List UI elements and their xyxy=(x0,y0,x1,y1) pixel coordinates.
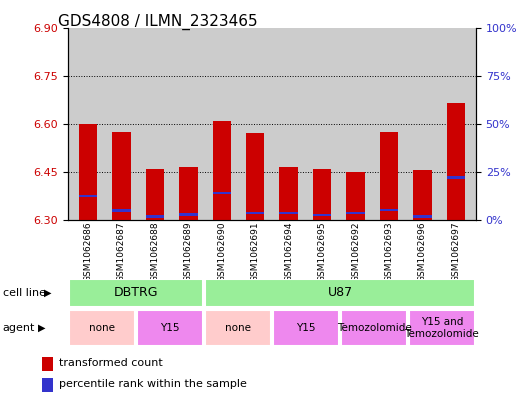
Text: none: none xyxy=(225,323,251,333)
Bar xyxy=(213,121,231,220)
Bar xyxy=(79,195,97,197)
Bar xyxy=(279,212,298,214)
Bar xyxy=(279,167,298,220)
Bar xyxy=(42,378,53,392)
Bar xyxy=(346,212,365,214)
Bar xyxy=(409,310,475,346)
Bar xyxy=(79,124,97,220)
Bar xyxy=(380,132,398,220)
Bar xyxy=(346,172,365,220)
Bar xyxy=(179,213,198,216)
Text: agent: agent xyxy=(3,323,35,333)
Text: ▶: ▶ xyxy=(38,323,45,333)
Text: GDS4808 / ILMN_2323465: GDS4808 / ILMN_2323465 xyxy=(58,14,257,30)
Bar xyxy=(137,310,203,346)
Bar xyxy=(246,134,265,220)
Text: U87: U87 xyxy=(327,286,353,299)
Text: Y15: Y15 xyxy=(296,323,316,333)
Text: none: none xyxy=(89,323,115,333)
Text: DBTRG: DBTRG xyxy=(113,286,158,299)
Text: percentile rank within the sample: percentile rank within the sample xyxy=(59,379,247,389)
Bar xyxy=(246,212,265,214)
Bar xyxy=(112,209,131,212)
Bar xyxy=(313,169,331,220)
Bar xyxy=(380,209,398,211)
Bar xyxy=(69,279,203,307)
Bar xyxy=(447,103,465,220)
Bar xyxy=(447,176,465,179)
Bar xyxy=(313,214,331,216)
Bar xyxy=(112,132,131,220)
Bar xyxy=(179,167,198,220)
Text: transformed count: transformed count xyxy=(59,358,163,368)
Bar xyxy=(413,170,431,220)
Bar xyxy=(341,310,407,346)
Text: cell line: cell line xyxy=(3,288,46,298)
Text: Y15 and
Temozolomide: Y15 and Temozolomide xyxy=(405,318,479,339)
Bar xyxy=(146,169,164,220)
Bar xyxy=(413,215,431,217)
Bar xyxy=(69,310,135,346)
Bar xyxy=(205,310,271,346)
Text: ▶: ▶ xyxy=(44,288,52,298)
Text: Y15: Y15 xyxy=(160,323,180,333)
Bar xyxy=(42,357,53,371)
Text: Temozolomide: Temozolomide xyxy=(337,323,411,333)
Bar xyxy=(213,191,231,194)
Bar xyxy=(205,279,475,307)
Bar xyxy=(146,215,164,217)
Bar xyxy=(273,310,339,346)
